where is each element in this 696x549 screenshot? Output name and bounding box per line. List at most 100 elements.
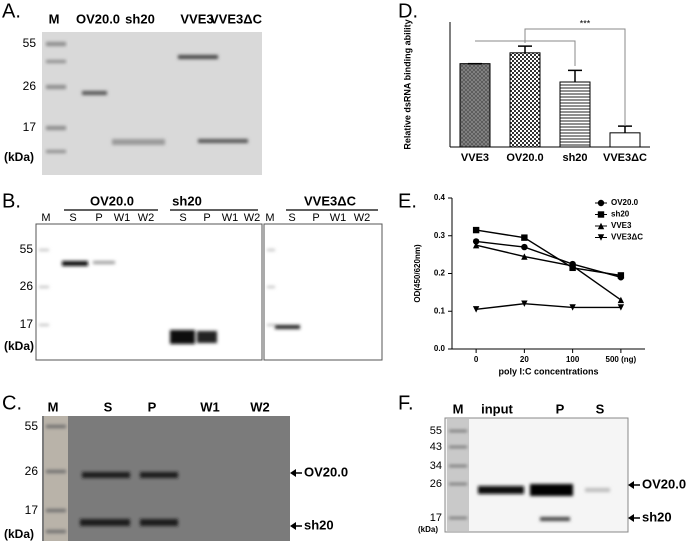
arrow-label: sh20 (304, 517, 334, 532)
marker-label: 34 (430, 460, 442, 472)
legend-label: sh20 (611, 210, 630, 219)
marker-label: 55 (20, 242, 34, 256)
marker-label: 17 (20, 317, 34, 331)
point (521, 234, 528, 241)
lane-label: M (265, 212, 274, 224)
lane-label: S (69, 212, 76, 224)
series-line (476, 240, 622, 278)
legend-marker (597, 211, 605, 218)
legend-label: OV20.0 (611, 198, 639, 207)
lane-label: W1 (330, 212, 347, 224)
arrow-head (290, 469, 296, 530)
marker-label: 55 (25, 419, 39, 433)
panel-label: D. (398, 0, 418, 22)
lane-label: W2 (250, 399, 270, 414)
y-axis-label: Relative dsRNA binding ability (402, 19, 412, 149)
lane-label: P (312, 212, 319, 224)
unit-label: (kDa) (4, 527, 34, 541)
panel-label: A. (2, 0, 21, 22)
lane-label: W1 (222, 212, 239, 224)
point (617, 272, 625, 279)
lane-label: input (481, 401, 513, 416)
lane-label: sh20 (125, 11, 155, 26)
bar (459, 63, 491, 148)
x-axis-label: poly I:C concentrations (498, 366, 598, 376)
unit-label: (kDa) (4, 150, 34, 164)
arrow (631, 484, 640, 519)
marker-label: 17 (25, 503, 39, 517)
point (617, 304, 625, 311)
bands (62, 261, 300, 344)
bracket (524, 28, 626, 126)
lane-label: W2 (244, 212, 261, 224)
arrow-label: OV20.0 (642, 476, 686, 491)
series-line (476, 229, 621, 277)
y-axis-label: OD(450/620nm) (413, 244, 422, 303)
bar (559, 81, 591, 148)
arrow (293, 472, 302, 527)
series-line (476, 302, 621, 311)
lane-label: VVE3 (180, 11, 213, 26)
legend-label: VVE3ΔC (611, 233, 643, 242)
lane-label: S (596, 401, 605, 416)
x-tick-label: 20 (520, 355, 529, 364)
point (472, 306, 480, 313)
marker-label: 55 (23, 36, 37, 50)
series-line (475, 244, 622, 301)
legend-marker (597, 234, 605, 241)
y-tick-label: 0.1 (434, 306, 446, 315)
x-tick-label: 500 (ng) (606, 355, 637, 364)
lane-label: OV20.0 (76, 11, 120, 26)
point (569, 304, 576, 311)
bands (478, 484, 610, 521)
bar (609, 132, 641, 148)
marker-label: 26 (25, 464, 39, 478)
lane-label: W1 (200, 399, 220, 414)
lane-label: VVE3ΔC (210, 11, 263, 26)
marker-label: 26 (430, 478, 442, 490)
gel (263, 223, 383, 361)
x-tick-label: 0 (474, 355, 479, 364)
arrow-label: sh20 (642, 509, 672, 524)
legend-marker (597, 199, 605, 207)
group-label: OV20.0 (90, 193, 134, 208)
ladder-lane (44, 416, 68, 541)
y-tick-label: 0.3 (434, 231, 446, 240)
panel-label: B. (2, 190, 21, 212)
point (472, 238, 480, 245)
point (569, 262, 576, 270)
panel-label: E. (398, 190, 417, 212)
y-tick-label: 0.2 (434, 269, 446, 278)
gel (444, 417, 629, 533)
x-tick-label: VVE3ΔC (603, 152, 647, 164)
x-tick-label: OV20.0 (506, 152, 543, 164)
group-label: VVE3ΔC (304, 193, 357, 208)
error-bar (618, 125, 632, 133)
panel-label: C. (2, 392, 22, 414)
marker-label: 43 (430, 441, 442, 453)
bands (82, 55, 248, 145)
arrow-label: OV20.0 (304, 464, 348, 479)
ladder (449, 430, 467, 519)
lane-label: M (41, 212, 50, 224)
bands (80, 472, 178, 526)
ladder (46, 42, 66, 153)
lane-label: W2 (138, 212, 155, 224)
marker-label: 17 (430, 512, 442, 524)
lane-label: M (453, 401, 464, 416)
lane-label: W1 (114, 212, 131, 224)
point (472, 241, 480, 249)
y-tick-label: 0.4 (434, 193, 446, 202)
lane-label: P (556, 401, 565, 416)
gel (35, 223, 263, 361)
annotation: *** (580, 18, 591, 28)
panel-label: F. (398, 392, 414, 414)
unit-label: (kDa) (4, 339, 34, 353)
lane-label: P (148, 399, 157, 414)
x-tick-label: VVE3 (461, 152, 489, 164)
lane-label: P (95, 212, 102, 224)
point (521, 253, 528, 260)
error-bar (518, 45, 532, 53)
lane-label: P (203, 212, 210, 224)
